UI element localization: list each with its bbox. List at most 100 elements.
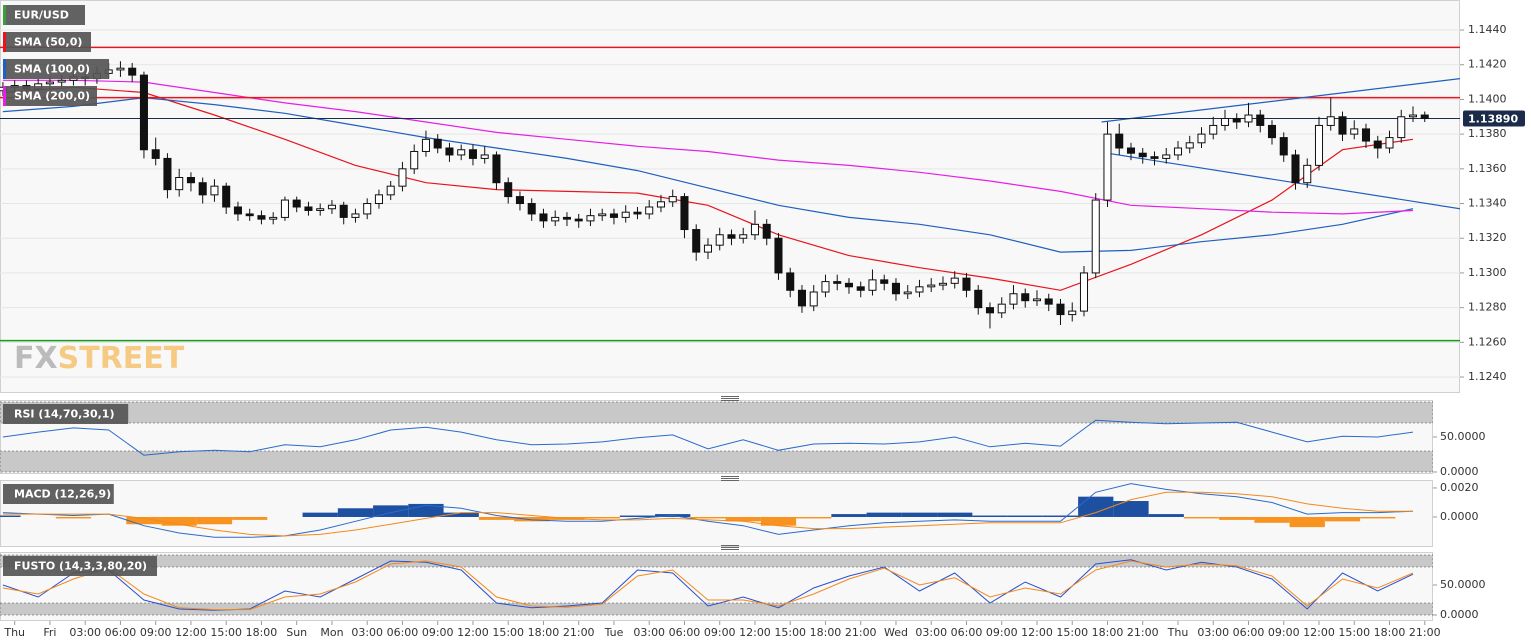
panel-title-box (3, 404, 129, 424)
candle-body (915, 286, 924, 293)
x-tick-label: 12:00 (1021, 626, 1053, 639)
histogram-bar (937, 512, 973, 517)
x-tick-label: 09:00 (704, 626, 736, 639)
candle-body (1338, 116, 1347, 135)
legend-label: EUR/USD (14, 9, 69, 22)
histogram-bar (1324, 516, 1361, 522)
band (0, 450, 1433, 473)
legend-box (3, 59, 109, 79)
legend-box (3, 32, 91, 52)
candle-body (1197, 133, 1206, 144)
candle-body (515, 196, 524, 205)
y-tick-label: 1.1320 (1468, 231, 1507, 244)
candle-body (833, 281, 842, 284)
histogram-bar (584, 516, 620, 519)
histogram-bar (1289, 516, 1325, 528)
candle-body (292, 199, 301, 208)
x-tick-label: 06:00 (1233, 626, 1265, 639)
panel-plot (0, 554, 1433, 616)
candle-body (1385, 137, 1394, 149)
candle-body (1150, 156, 1159, 159)
candle-body (316, 208, 325, 211)
x-tick-label: 03:00 (633, 626, 665, 639)
x-tick-label: 06:00 (951, 626, 983, 639)
legend-label: SMA (50,0) (14, 36, 82, 49)
panel-title: RSI (14,70,30,1) (14, 408, 114, 421)
y-tick-label: 0.0000 (1440, 465, 1479, 478)
legend-label: SMA (200,0) (14, 90, 90, 103)
candle-body (1408, 114, 1418, 118)
x-tick-label: Fri (43, 626, 56, 639)
candle-body (927, 284, 936, 288)
histogram-bar (690, 516, 726, 519)
histogram-bar (1254, 516, 1290, 523)
x-tick-label: 18:00 (1374, 626, 1406, 639)
candle-body (1126, 147, 1136, 154)
candle-body (128, 67, 137, 76)
macd-panel (0, 480, 1433, 547)
band (0, 602, 1433, 616)
x-tick-label: 06:00 (105, 626, 137, 639)
trend-line (1101, 78, 1460, 123)
candle-body (703, 244, 712, 253)
candle-body (715, 234, 724, 246)
main-plot (0, 29, 1460, 378)
panel-title-box (3, 484, 114, 504)
histogram-bar (1007, 515, 1043, 517)
x-tick-label: 09:00 (422, 626, 454, 639)
candle-body (339, 204, 348, 218)
histogram-bar (619, 515, 656, 517)
y-tick-label: 1.1420 (1468, 58, 1507, 71)
candle-body (856, 286, 865, 291)
candle-body (609, 213, 618, 218)
splitter-handles (721, 396, 739, 550)
histogram-bar (1360, 516, 1396, 519)
legend-swatch (3, 5, 6, 25)
y-tick-label: 0.0000 (1440, 608, 1479, 621)
candle-body (997, 303, 1006, 314)
x-tick-label: 06:00 (669, 626, 701, 639)
candle-body (774, 237, 783, 274)
sma-line (2, 97, 1414, 253)
legend-swatch (3, 32, 6, 52)
candle-body (1350, 128, 1359, 135)
candle-body (45, 81, 54, 85)
histogram-bar (831, 514, 867, 517)
candle-body (1115, 133, 1124, 149)
candle-body (985, 307, 995, 314)
y-tick-label: 1.1260 (1468, 335, 1507, 348)
candle-body (880, 279, 889, 284)
candle-body (151, 149, 160, 159)
candle-body (739, 234, 748, 239)
y-tick-label: 1.1380 (1468, 127, 1507, 140)
candle-body (1420, 114, 1429, 120)
histogram-bar (0, 515, 21, 517)
indicator-line (2, 483, 1414, 538)
candle-body (374, 194, 383, 205)
x-tick-label: Tue (604, 626, 624, 639)
y-tick-label: 1.1300 (1468, 266, 1507, 279)
candle-body (363, 203, 372, 215)
x-tick-label: Thu (3, 626, 25, 639)
candle-body (574, 218, 583, 222)
x-tick-label: Sun (286, 626, 307, 639)
candle-body (457, 149, 466, 156)
last-price-badge (1463, 110, 1525, 127)
main-panel (0, 0, 1460, 393)
candle-body (139, 74, 148, 151)
candle-body (1044, 298, 1053, 305)
y-tick-label: 1.1440 (1468, 23, 1507, 36)
candle-body (645, 206, 654, 215)
candle-body (175, 177, 184, 191)
x-tick-label: 12:00 (175, 626, 207, 639)
candle-body (304, 206, 313, 211)
candle-body (269, 216, 278, 220)
x-tick-label: Mon (320, 626, 343, 639)
x-tick-label: 03:00 (915, 626, 947, 639)
y-tick-label: 1.1240 (1468, 370, 1507, 383)
candle-body (527, 203, 536, 215)
x-tick-label: 03:00 (1197, 626, 1229, 639)
candle-body (1291, 154, 1300, 184)
candle-body (1232, 118, 1241, 123)
